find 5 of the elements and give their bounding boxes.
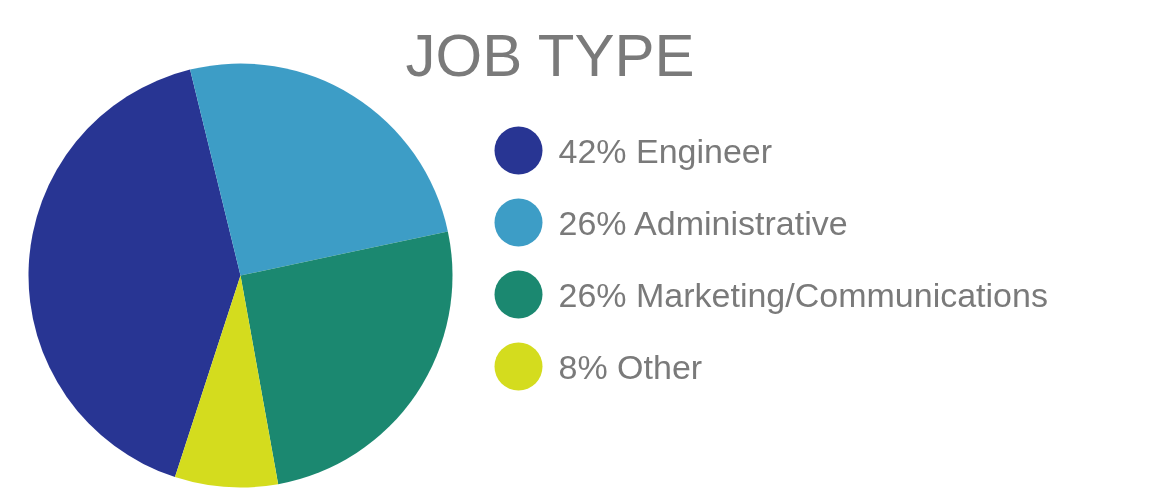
legend-label: 26% Administrative (558, 203, 848, 242)
chart-title: JOB TYPE (405, 22, 695, 89)
legend-label: 8% Other (558, 347, 703, 386)
legend-label: 42% Engineer (558, 131, 773, 170)
legend-label: 26% Marketing/Communications (558, 275, 1048, 314)
